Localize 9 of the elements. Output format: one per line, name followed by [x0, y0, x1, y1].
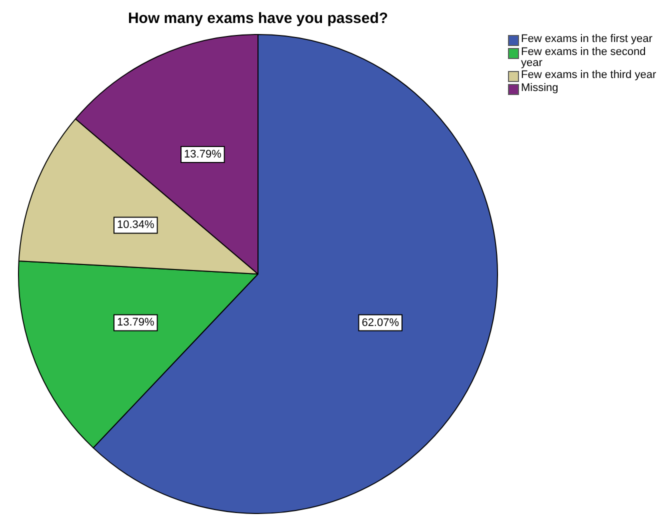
legend-label: Missing: [521, 82, 558, 94]
chart-title: How many exams have you passed?: [128, 10, 388, 28]
legend-label: Few exams in the second year: [521, 46, 647, 69]
legend-label: Few exams in the third year: [521, 69, 656, 81]
data-label: 13.79%: [116, 316, 154, 329]
data-label: 62.07%: [362, 316, 400, 329]
legend-label: Few exams in the first year: [521, 33, 652, 45]
data-label: 13.79%: [184, 148, 222, 160]
data-label: 10.34%: [116, 219, 155, 232]
